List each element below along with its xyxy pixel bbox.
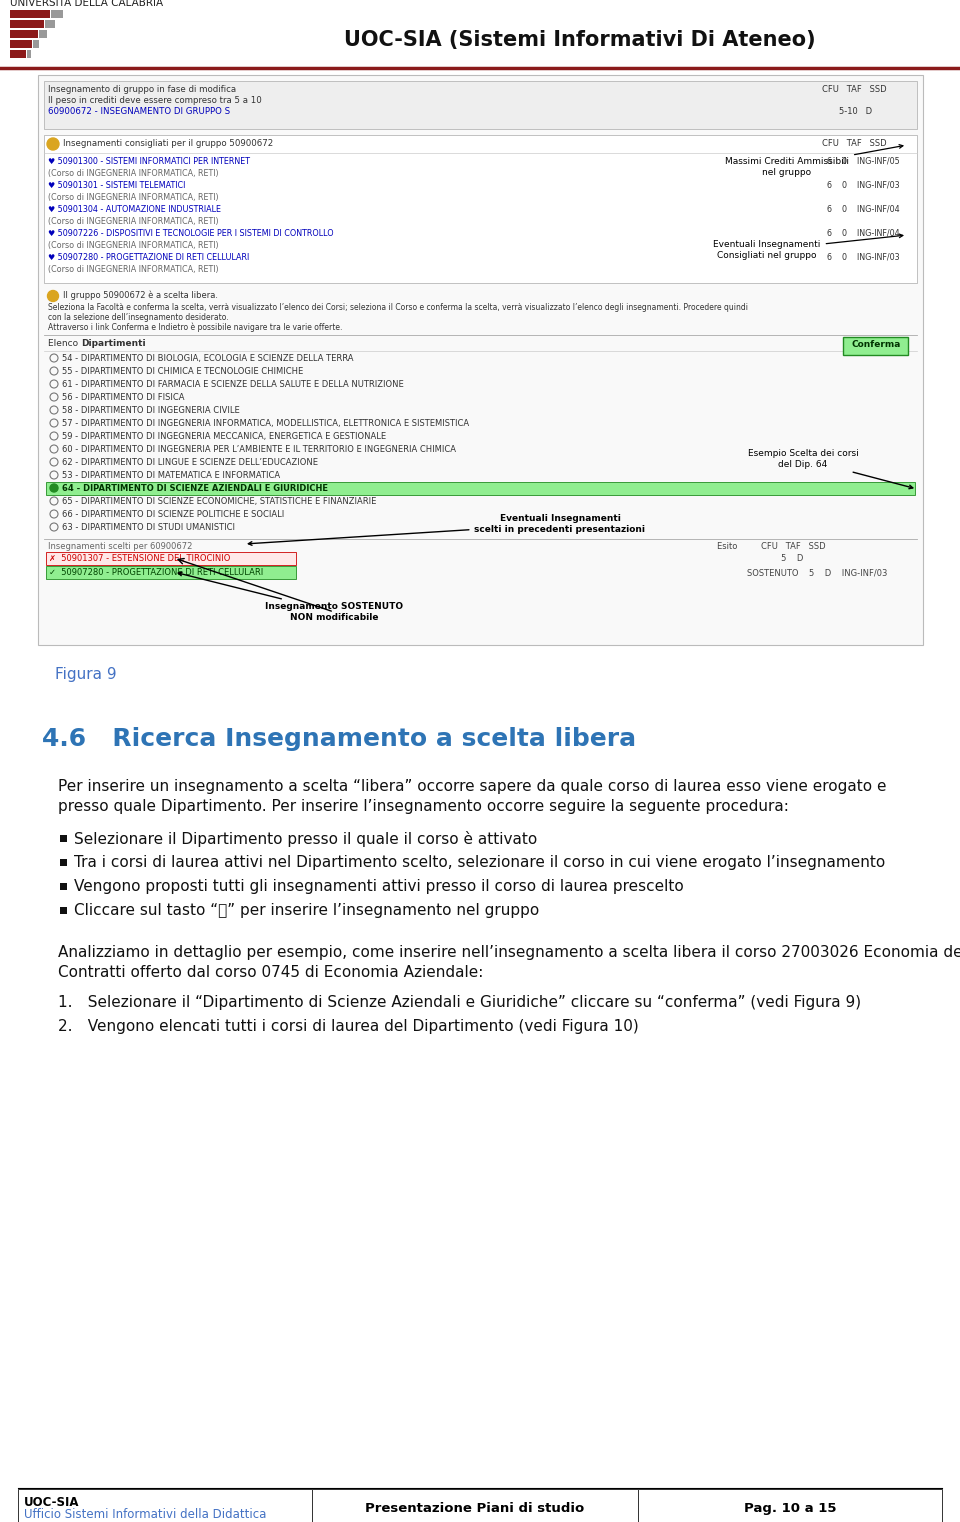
Text: Conferma: Conferma bbox=[852, 339, 900, 349]
Bar bbox=[10, 30, 38, 38]
Text: ♥ 50901304 - AUTOMAZIONE INDUSTRIALE: ♥ 50901304 - AUTOMAZIONE INDUSTRIALE bbox=[48, 205, 221, 215]
Bar bbox=[46, 566, 296, 578]
Text: Pag. 10 a 15: Pag. 10 a 15 bbox=[744, 1502, 836, 1514]
Text: UOC-SIA (Sistemi Informativi Di Ateneo): UOC-SIA (Sistemi Informativi Di Ateneo) bbox=[345, 30, 816, 50]
Text: SOSTENUTO    5    D    ING-INF/03: SOSTENUTO 5 D ING-INF/03 bbox=[747, 568, 887, 577]
Text: Presentazione Piani di studio: Presentazione Piani di studio bbox=[366, 1502, 585, 1514]
Text: Dipartimenti: Dipartimenti bbox=[81, 339, 146, 349]
Text: 60900672 - INSEGNAMENTO DI GRUPPO S: 60900672 - INSEGNAMENTO DI GRUPPO S bbox=[48, 107, 230, 116]
Bar bbox=[46, 482, 915, 495]
Text: 2. Vengono elencati tutti i corsi di laurea del Dipartimento (vedi Figura 10): 2. Vengono elencati tutti i corsi di lau… bbox=[58, 1020, 638, 1033]
Bar bbox=[38, 75, 923, 645]
Text: Cliccare sul tasto “➕” per inserire l’insegnamento nel gruppo: Cliccare sul tasto “➕” per inserire l’in… bbox=[74, 903, 540, 918]
Text: Per inserire un insegnamento a scelta “libera” occorre sapere da quale corso di : Per inserire un insegnamento a scelta “l… bbox=[58, 779, 886, 794]
Text: 6    0    ING-INF/03: 6 0 ING-INF/03 bbox=[827, 181, 900, 190]
Text: CFU   TAF   SSD: CFU TAF SSD bbox=[822, 139, 887, 148]
Text: Ufficio Sistemi Informativi della Didattica: Ufficio Sistemi Informativi della Didatt… bbox=[24, 1508, 266, 1520]
Circle shape bbox=[47, 291, 59, 301]
Text: 62 - DIPARTIMENTO DI LINGUE E SCIENZE DELL’EDUCAZIONE: 62 - DIPARTIMENTO DI LINGUE E SCIENZE DE… bbox=[62, 458, 318, 467]
Text: con la selezione dell’insegnamento desiderato.: con la selezione dell’insegnamento desid… bbox=[48, 314, 228, 323]
Text: ✓  50907280 - PROGETTAZIONE DI RETI CELLULARI: ✓ 50907280 - PROGETTAZIONE DI RETI CELLU… bbox=[49, 568, 263, 577]
Text: (Corso di INGEGNERIA INFORMATICA, RETI): (Corso di INGEGNERIA INFORMATICA, RETI) bbox=[48, 169, 219, 178]
Text: ♥ 50907226 - DISPOSITIVI E TECNOLOGIE PER I SISTEMI DI CONTROLLO: ♥ 50907226 - DISPOSITIVI E TECNOLOGIE PE… bbox=[48, 228, 334, 237]
Bar bbox=[51, 11, 63, 18]
Text: Attraverso i link Conferma e Indietro è possibile navigare tra le varie offerte.: Attraverso i link Conferma e Indietro è … bbox=[48, 323, 343, 332]
Bar bbox=[45, 20, 55, 27]
Text: Esito         CFU   TAF   SSD: Esito CFU TAF SSD bbox=[717, 542, 826, 551]
Text: 6    0    ING-INF/04: 6 0 ING-INF/04 bbox=[827, 205, 900, 215]
Circle shape bbox=[47, 139, 59, 151]
Bar bbox=[10, 11, 50, 18]
Text: 64 - DIPARTIMENTO DI SCIENZE AZIENDALI E GIURIDICHE: 64 - DIPARTIMENTO DI SCIENZE AZIENDALI E… bbox=[62, 484, 328, 493]
Text: Esempio Scelta dei corsi
del Dip. 64: Esempio Scelta dei corsi del Dip. 64 bbox=[748, 449, 913, 489]
Text: 6    0    ING-INF/03: 6 0 ING-INF/03 bbox=[827, 253, 900, 262]
Text: Contratti offerto dal corso 0745 di Economia Aziendale:: Contratti offerto dal corso 0745 di Econ… bbox=[58, 965, 484, 980]
Text: 5-10   D: 5-10 D bbox=[839, 107, 872, 116]
Text: Eventuali Insegnamenti
scelti in precedenti presentazioni: Eventuali Insegnamenti scelti in precede… bbox=[249, 514, 645, 545]
Text: ♥ 50901300 - SISTEMI INFORMATICI PER INTERNET: ♥ 50901300 - SISTEMI INFORMATICI PER INT… bbox=[48, 157, 250, 166]
Text: 6    0    ING-INF/05: 6 0 ING-INF/05 bbox=[827, 157, 900, 166]
Text: Eventuali Insegnamenti
Consigliati nel gruppo: Eventuali Insegnamenti Consigliati nel g… bbox=[713, 234, 902, 260]
Text: (Corso di INGEGNERIA INFORMATICA, RETI): (Corso di INGEGNERIA INFORMATICA, RETI) bbox=[48, 265, 219, 274]
Text: Figura 9: Figura 9 bbox=[55, 667, 116, 682]
Text: Il peso in crediti deve essere compreso tra 5 a 10: Il peso in crediti deve essere compreso … bbox=[48, 96, 262, 105]
Text: ♥ 50907280 - PROGETTAZIONE DI RETI CELLULARI: ♥ 50907280 - PROGETTAZIONE DI RETI CELLU… bbox=[48, 253, 250, 262]
Bar bbox=[33, 40, 39, 49]
Bar bbox=[60, 836, 67, 842]
Text: UNIVERSITÀ DELLA CALABRIA: UNIVERSITÀ DELLA CALABRIA bbox=[10, 0, 163, 8]
Text: 1. Selezionare il “Dipartimento di Scienze Aziendali e Giuridiche” cliccare su “: 1. Selezionare il “Dipartimento di Scien… bbox=[58, 995, 861, 1011]
Bar bbox=[638, 1489, 942, 1522]
Text: 53 - DIPARTIMENTO DI MATEMATICA E INFORMATICA: 53 - DIPARTIMENTO DI MATEMATICA E INFORM… bbox=[62, 470, 280, 479]
Text: Insegnamento di gruppo in fase di modifica: Insegnamento di gruppo in fase di modifi… bbox=[48, 85, 236, 94]
Circle shape bbox=[50, 484, 58, 492]
Bar bbox=[312, 1489, 638, 1522]
Text: Il gruppo 50900672 è a scelta libera.: Il gruppo 50900672 è a scelta libera. bbox=[63, 291, 218, 300]
Bar bbox=[10, 40, 32, 49]
Bar bbox=[10, 20, 44, 27]
Text: Insegnamento SOSTENUTO
NON modificabile: Insegnamento SOSTENUTO NON modificabile bbox=[179, 572, 403, 621]
Text: 60 - DIPARTIMENTO DI INGEGNERIA PER L’AMBIENTE E IL TERRITORIO E INGEGNERIA CHIM: 60 - DIPARTIMENTO DI INGEGNERIA PER L’AM… bbox=[62, 444, 456, 454]
Text: 4.6   Ricerca Insegnamento a scelta libera: 4.6 Ricerca Insegnamento a scelta libera bbox=[42, 728, 636, 750]
Text: Selezionare il Dipartimento presso il quale il corso è attivato: Selezionare il Dipartimento presso il qu… bbox=[74, 831, 538, 848]
Text: ✗  50901307 - ESTENSIONE DEL TIROCINIO: ✗ 50901307 - ESTENSIONE DEL TIROCINIO bbox=[49, 554, 230, 563]
Text: UOC-SIA: UOC-SIA bbox=[24, 1496, 80, 1508]
Text: Massimi Crediti Ammissibili
nel gruppo: Massimi Crediti Ammissibili nel gruppo bbox=[725, 145, 903, 177]
Text: 55 - DIPARTIMENTO DI CHIMICA E TECNOLOGIE CHIMICHE: 55 - DIPARTIMENTO DI CHIMICA E TECNOLOGI… bbox=[62, 367, 303, 376]
Text: Elenco: Elenco bbox=[48, 339, 81, 349]
Text: 65 - DIPARTIMENTO DI SCIENZE ECONOMICHE, STATISTICHE E FINANZIARIE: 65 - DIPARTIMENTO DI SCIENZE ECONOMICHE,… bbox=[62, 498, 376, 505]
Text: 61 - DIPARTIMENTO DI FARMACIA E SCIENZE DELLA SALUTE E DELLA NUTRIZIONE: 61 - DIPARTIMENTO DI FARMACIA E SCIENZE … bbox=[62, 380, 404, 390]
Text: Insegnamenti scelti per 60900672: Insegnamenti scelti per 60900672 bbox=[48, 542, 192, 551]
Text: presso quale Dipartimento. Per inserire l’insegnamento occorre seguire la seguen: presso quale Dipartimento. Per inserire … bbox=[58, 799, 789, 814]
Text: 66 - DIPARTIMENTO DI SCIENZE POLITICHE E SOCIALI: 66 - DIPARTIMENTO DI SCIENZE POLITICHE E… bbox=[62, 510, 284, 519]
Text: CFU   TAF   SSD: CFU TAF SSD bbox=[822, 85, 887, 94]
Text: (Corso di INGEGNERIA INFORMATICA, RETI): (Corso di INGEGNERIA INFORMATICA, RETI) bbox=[48, 240, 219, 250]
Text: ♥ 50901301 - SISTEMI TELEMATICI: ♥ 50901301 - SISTEMI TELEMATICI bbox=[48, 181, 185, 190]
Text: 54 - DIPARTIMENTO DI BIOLOGIA, ECOLOGIA E SCIENZE DELLA TERRA: 54 - DIPARTIMENTO DI BIOLOGIA, ECOLOGIA … bbox=[62, 355, 353, 364]
Text: 63 - DIPARTIMENTO DI STUDI UMANISTICI: 63 - DIPARTIMENTO DI STUDI UMANISTICI bbox=[62, 524, 235, 533]
Bar bbox=[10, 50, 26, 58]
Bar bbox=[18, 1489, 312, 1522]
Bar bbox=[60, 907, 67, 915]
Text: 5    D: 5 D bbox=[747, 554, 804, 563]
Text: Vengono proposti tutti gli insegnamenti attivi presso il corso di laurea prescel: Vengono proposti tutti gli insegnamenti … bbox=[74, 880, 684, 893]
Bar bbox=[60, 883, 67, 890]
Text: Seleziona la Facoltà e conferma la scelta, verrà visualizzato l’elenco dei Corsi: Seleziona la Facoltà e conferma la scelt… bbox=[48, 303, 748, 312]
Bar bbox=[44, 81, 917, 129]
Bar bbox=[44, 135, 917, 283]
Text: 59 - DIPARTIMENTO DI INGEGNERIA MECCANICA, ENERGETICA E GESTIONALE: 59 - DIPARTIMENTO DI INGEGNERIA MECCANIC… bbox=[62, 432, 386, 441]
Text: Analizziamo in dettaglio per esempio, come inserire nell’insegnamento a scelta l: Analizziamo in dettaglio per esempio, co… bbox=[58, 945, 960, 960]
Text: 58 - DIPARTIMENTO DI INGEGNERIA CIVILE: 58 - DIPARTIMENTO DI INGEGNERIA CIVILE bbox=[62, 406, 240, 416]
Bar bbox=[39, 30, 47, 38]
Bar bbox=[60, 858, 67, 866]
Bar bbox=[27, 50, 31, 58]
Text: 56 - DIPARTIMENTO DI FISICA: 56 - DIPARTIMENTO DI FISICA bbox=[62, 393, 184, 402]
Text: 57 - DIPARTIMENTO DI INGEGNERIA INFORMATICA, MODELLISTICA, ELETTRONICA E SISTEMI: 57 - DIPARTIMENTO DI INGEGNERIA INFORMAT… bbox=[62, 419, 469, 428]
Text: Tra i corsi di laurea attivi nel Dipartimento scelto, selezionare il corso in cu: Tra i corsi di laurea attivi nel Diparti… bbox=[74, 855, 885, 871]
Text: 6    0    ING-INF/04: 6 0 ING-INF/04 bbox=[827, 228, 900, 237]
Bar bbox=[843, 336, 908, 355]
Bar bbox=[46, 552, 296, 565]
Text: Insegnamenti consigliati per il gruppo 50900672: Insegnamenti consigliati per il gruppo 5… bbox=[63, 139, 274, 148]
Text: (Corso di INGEGNERIA INFORMATICA, RETI): (Corso di INGEGNERIA INFORMATICA, RETI) bbox=[48, 218, 219, 225]
Text: (Corso di INGEGNERIA INFORMATICA, RETI): (Corso di INGEGNERIA INFORMATICA, RETI) bbox=[48, 193, 219, 202]
